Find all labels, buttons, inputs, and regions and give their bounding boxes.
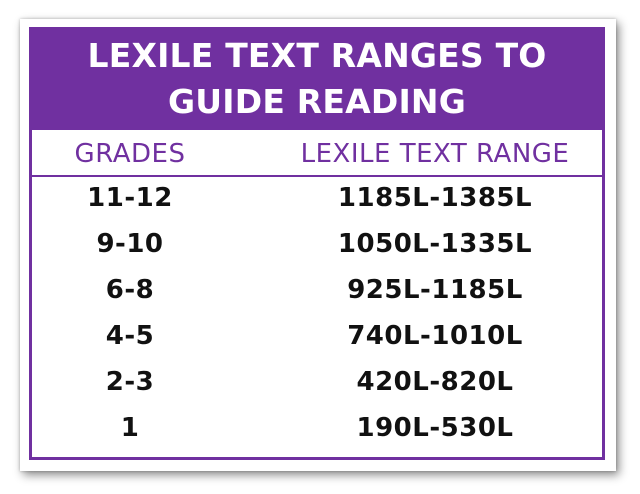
title-line-1: LEXILE TEXT RANGES TO (87, 36, 547, 75)
grade-cell: 4-5 (105, 321, 155, 351)
grade-cell: 2-3 (105, 367, 155, 397)
grade-cell: 1 (120, 413, 140, 443)
table-row: 11-12 1185L-1385L (32, 177, 602, 223)
header-lexile-range: LEXILE TEXT RANGE (300, 139, 570, 169)
table-row: 4-5 740L-1010L (32, 315, 602, 361)
table-row: 2-3 420L-820L (32, 361, 602, 407)
range-cell: 190L-530L (356, 413, 514, 443)
range-cell: 1050L-1335L (337, 229, 533, 259)
grade-cell: 9-10 (96, 229, 164, 259)
title-line-2: GUIDE READING (167, 82, 467, 121)
range-cell: 420L-820L (356, 367, 514, 397)
image-frame: LEXILE TEXT RANGES TO GUIDE READING GRAD… (20, 19, 616, 471)
range-cell: 740L-1010L (347, 321, 523, 351)
table-row: 1 190L-530L (32, 407, 602, 453)
grade-cell: 6-8 (105, 275, 155, 305)
table-body: 11-12 1185L-1385L 9-10 1050L-1335L 6-8 9… (32, 177, 602, 453)
lexile-table-card: LEXILE TEXT RANGES TO GUIDE READING GRAD… (29, 27, 605, 460)
range-cell: 925L-1185L (347, 275, 523, 305)
header-grades: GRADES (74, 139, 186, 169)
title-banner: LEXILE TEXT RANGES TO GUIDE READING (32, 30, 602, 130)
grade-cell: 11-12 (87, 183, 173, 213)
table-row: 6-8 925L-1185L (32, 269, 602, 315)
table-header: GRADES LEXILE TEXT RANGE (32, 130, 602, 177)
range-cell: 1185L-1385L (337, 183, 533, 213)
table-row: 9-10 1050L-1335L (32, 223, 602, 269)
